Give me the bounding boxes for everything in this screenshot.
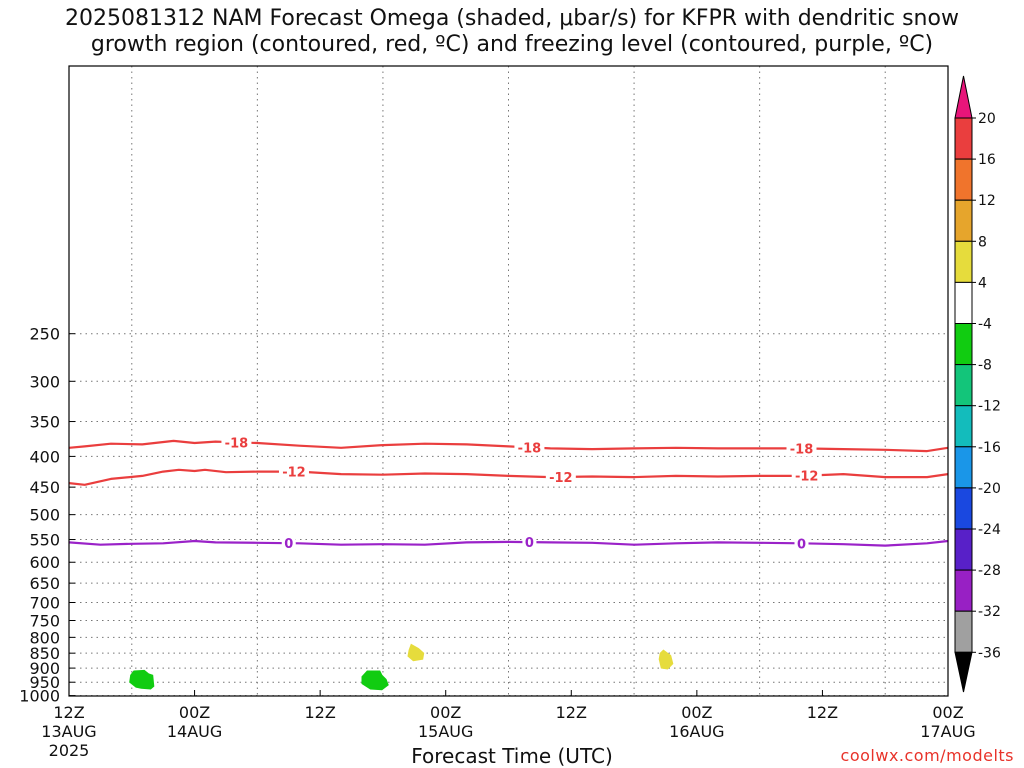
x-tick-label: 00Z <box>430 703 461 722</box>
colorbar-tick-label: -24 <box>978 522 1001 538</box>
y-tick-label: 650 <box>29 574 60 593</box>
contour-label: 0 <box>525 536 534 551</box>
colorbar-tick-label: -20 <box>978 481 1001 497</box>
contour-label-bg <box>522 534 537 551</box>
colorbar-tick-label: -8 <box>978 358 992 374</box>
colorbar-swatch <box>954 240 973 283</box>
colorbar-tick-label: -28 <box>978 563 1001 579</box>
colorbar-swatch <box>954 199 973 242</box>
x-tick-label: 12Z <box>304 703 335 722</box>
x-tick-date-label: 13AUG <box>41 722 96 741</box>
contour-label: -12 <box>795 470 819 485</box>
colorbar-swatch <box>954 405 973 448</box>
colorbar-tick-label: -12 <box>978 399 1001 415</box>
contour-label-bg <box>545 468 576 485</box>
colorbar-swatch <box>954 569 973 612</box>
x-tick-date-label: 14AUG <box>167 722 222 741</box>
x-tick-label: 00Z <box>932 703 963 722</box>
chart-title-line-1: 2025081312 NAM Forecast Omega (shaded, μ… <box>65 6 959 31</box>
colorbar-swatch <box>954 323 973 366</box>
omega-shaded-area <box>129 669 155 690</box>
contour-label: -18 <box>790 442 814 457</box>
colorbar-top-arrow <box>954 75 973 119</box>
colorbar-tick-label: 16 <box>978 152 996 168</box>
omega-shaded-area <box>361 670 389 691</box>
y-tick-label: 900 <box>29 659 60 678</box>
contour-label: -12 <box>282 466 306 481</box>
omega-shaded-area <box>658 649 674 670</box>
y-tick-label: 1000 <box>19 687 60 706</box>
contour-label: 0 <box>284 537 293 552</box>
chart-title-line-2: growth region (contoured, red, ºC) and f… <box>90 32 934 57</box>
colorbar-swatch <box>954 364 973 407</box>
y-tick-label: 550 <box>29 531 60 550</box>
y-tick-label: 750 <box>29 611 60 630</box>
contour-label-bg <box>791 467 822 484</box>
chart-title: 2025081312 NAM Forecast Omega (shaded, μ… <box>0 6 1024 58</box>
y-tick-label: 850 <box>29 644 60 663</box>
colorbar-swatch <box>954 528 973 571</box>
y-tick-label: 300 <box>29 372 60 391</box>
x-tick-label: 12Z <box>807 703 838 722</box>
colorbar-swatch <box>954 158 973 201</box>
x-tick-date-label: 16AUG <box>669 722 724 741</box>
colorbar-tick-label: 12 <box>978 193 996 209</box>
y-tick-label: 400 <box>29 447 60 466</box>
contour-label-bg <box>794 535 809 552</box>
colorbar-swatch <box>954 610 973 653</box>
y-tick-label: 700 <box>29 593 60 612</box>
colorbar-tick-label: 4 <box>978 275 987 291</box>
contour-label-bg <box>221 434 252 451</box>
y-tick-label: 600 <box>29 553 60 572</box>
contour-label: -18 <box>225 436 249 451</box>
colorbar-swatch <box>954 117 973 160</box>
contour-label-bg <box>278 463 309 480</box>
y-tick-label: 500 <box>29 506 60 525</box>
x-tick-label: 12Z <box>53 703 84 722</box>
colorbar-tick-label: -36 <box>978 645 1001 661</box>
contour-label-bg <box>786 440 817 457</box>
contour-label-bg <box>514 439 545 456</box>
y-tick-label: 350 <box>29 413 60 432</box>
colorbar-tick-label: 20 <box>978 111 996 127</box>
colorbar-tick-label: -32 <box>978 604 1001 620</box>
y-tick-label: 950 <box>29 673 60 692</box>
y-tick-label: 450 <box>29 478 60 497</box>
x-tick-label: 12Z <box>556 703 587 722</box>
colorbar-tick-label: -4 <box>978 317 992 333</box>
contour-line <box>69 468 948 486</box>
x-tick-date-label: 15AUG <box>418 722 473 741</box>
x-tick-label: 00Z <box>179 703 210 722</box>
x-tick-date-label: 17AUG <box>920 722 975 741</box>
colorbar-bottom-arrow <box>954 651 973 693</box>
colorbar-tick-label: 8 <box>978 234 987 250</box>
x-axis-label: Forecast Time (UTC) <box>411 744 613 768</box>
contour-label: 0 <box>797 537 806 552</box>
y-tick-label: 800 <box>29 628 60 647</box>
colorbar-swatch <box>954 446 973 489</box>
colorbar-swatch <box>954 281 973 324</box>
omega-shaded-area <box>407 643 425 662</box>
y-tick-label: 250 <box>29 325 60 344</box>
source-credit: coolwx.com/modelts <box>840 746 1014 765</box>
contour-label: -18 <box>518 441 542 456</box>
contour-label-bg <box>281 535 296 552</box>
x-tick-label: 00Z <box>681 703 712 722</box>
contour-label: -12 <box>549 471 573 486</box>
x-tick-year-label: 2025 <box>49 741 90 760</box>
colorbar-swatch <box>954 487 973 530</box>
colorbar-tick-label: -16 <box>978 440 1001 456</box>
